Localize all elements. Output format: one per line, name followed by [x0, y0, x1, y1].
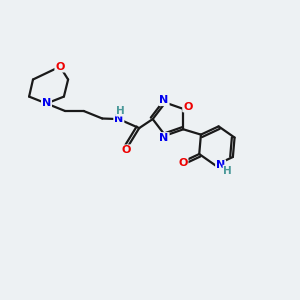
Text: O: O	[122, 145, 131, 155]
Text: N: N	[160, 95, 169, 105]
Text: N: N	[114, 114, 123, 124]
Text: O: O	[183, 101, 193, 112]
Text: O: O	[55, 61, 65, 72]
Text: H: H	[116, 106, 125, 116]
Text: H: H	[224, 166, 232, 176]
Text: N: N	[216, 160, 225, 170]
Text: O: O	[178, 158, 188, 168]
Text: N: N	[42, 98, 51, 109]
Text: N: N	[160, 133, 169, 143]
